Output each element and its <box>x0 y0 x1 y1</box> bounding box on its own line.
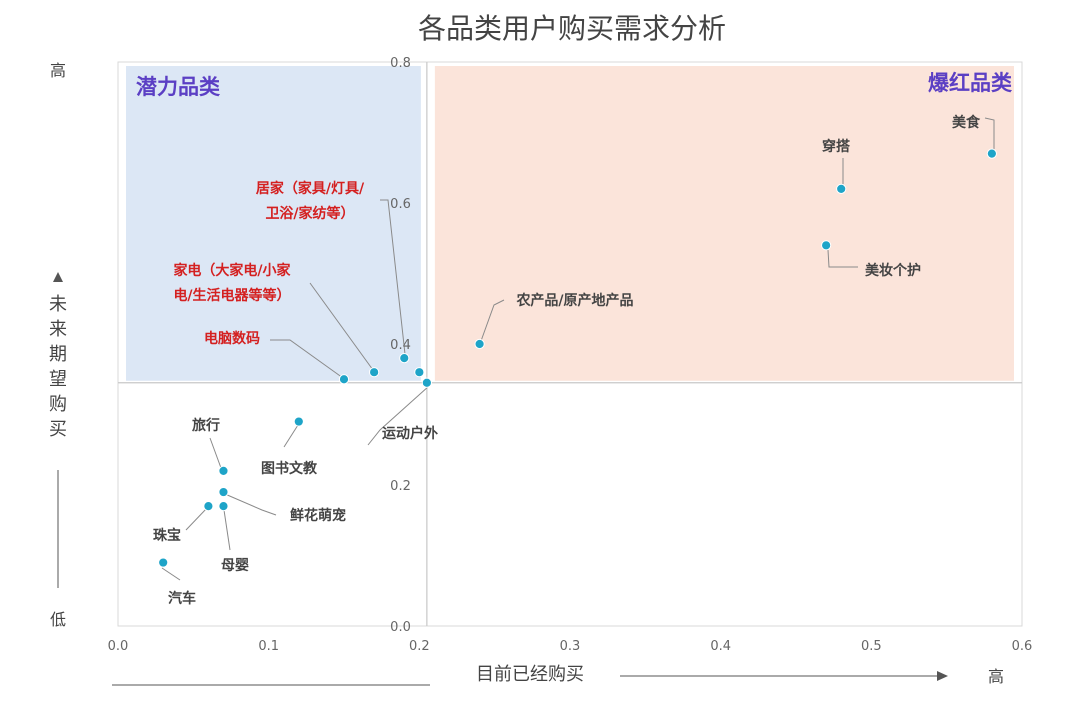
y-tick-label: 0.2 <box>390 479 411 494</box>
point-label: 母婴 <box>221 557 249 574</box>
x-tick-label: 0.2 <box>409 639 430 654</box>
axes: 0.0 0.1 0.2 0.3 0.4 0.5 0.6 0.0 0.2 0.4 0.6 0.8 目前已经… <box>49 56 1032 686</box>
data-point <box>218 486 229 498</box>
data-point <box>369 367 380 378</box>
y-low-label: 低 <box>50 610 66 629</box>
data-point <box>821 240 832 251</box>
plot-border <box>117 61 1023 627</box>
data-point <box>293 416 304 427</box>
leader-lines <box>161 117 995 581</box>
data-point <box>338 374 350 385</box>
data-point <box>399 353 410 364</box>
x-axis-label: 目前已经购买 <box>476 664 584 685</box>
point-label: 美妆个护 <box>865 262 921 279</box>
point-label: 电脑数码 <box>204 330 260 347</box>
x-tick-label: 0.3 <box>560 639 581 654</box>
x-tick-label: 0.5 <box>861 639 882 654</box>
data-point <box>218 465 229 476</box>
data-point <box>218 501 229 512</box>
point-label: 汽车 <box>168 590 196 607</box>
quadrant-title-hot: 爆红品类 <box>928 71 1013 95</box>
leader-line <box>209 437 222 469</box>
x-tick-label: 0.1 <box>258 639 279 654</box>
data-point <box>474 338 485 350</box>
data-point <box>836 183 847 194</box>
leader-line <box>223 509 231 551</box>
leader-line <box>283 424 299 448</box>
data-point <box>421 377 432 388</box>
leader-line <box>367 385 430 446</box>
point-label: 鲜花萌宠 <box>290 507 346 524</box>
point-label: 运动户外 <box>382 425 438 442</box>
chart-title: 各品类用户购买需求分析 <box>418 12 726 45</box>
quadrant-bg-potential <box>126 66 421 381</box>
x-tick-label: 0.4 <box>710 639 731 654</box>
y-tick-label: 0.8 <box>390 56 411 71</box>
leader-line <box>161 567 181 581</box>
leader-line <box>270 339 344 379</box>
quadrant-bg-hot <box>434 66 1014 381</box>
point-label: 家电（大家电/小家电/生活电器等等） <box>173 262 291 304</box>
data-point <box>986 148 997 159</box>
x-high-label: 高 <box>988 667 1004 686</box>
data-point <box>203 501 214 512</box>
point-label: 居家（家具/灯具/卫浴/家纺等） <box>256 180 365 222</box>
x-tick-label: 0.0 <box>108 639 129 654</box>
leader-line <box>224 493 277 516</box>
point-label: 珠宝 <box>153 527 181 544</box>
plot-frame <box>117 61 1023 627</box>
point-label: 旅行 <box>192 417 220 434</box>
x-tick-label: 0.6 <box>1012 639 1033 654</box>
quadrant-backgrounds: 潜力品类 爆红品类 <box>126 66 1014 381</box>
leader-line <box>380 199 406 355</box>
leader-line <box>984 117 995 150</box>
leader-line <box>480 299 505 342</box>
leader-line <box>309 282 374 371</box>
y-high-label: 高 <box>50 61 66 80</box>
y-tick-label: 0.4 <box>390 338 411 353</box>
data-point <box>414 367 425 378</box>
point-label: 图书文教 <box>261 460 318 477</box>
point-label: 美食 <box>952 114 981 131</box>
y-axis-arrowhead <box>53 272 63 282</box>
y-tick-label: 0.6 <box>390 197 411 212</box>
quadrant-title-potential: 潜力品类 <box>136 75 221 99</box>
data-point <box>158 557 169 568</box>
leader-line <box>827 249 858 268</box>
point-label: 农产品/原产地产品 <box>515 292 633 309</box>
data-points <box>158 148 997 568</box>
leader-line <box>185 507 208 531</box>
y-tick-label: 0.0 <box>390 620 411 635</box>
point-label: 穿搭 <box>822 138 851 155</box>
y-axis-label: 未来期望购买 <box>49 294 67 440</box>
x-axis-arrowhead <box>937 671 948 681</box>
